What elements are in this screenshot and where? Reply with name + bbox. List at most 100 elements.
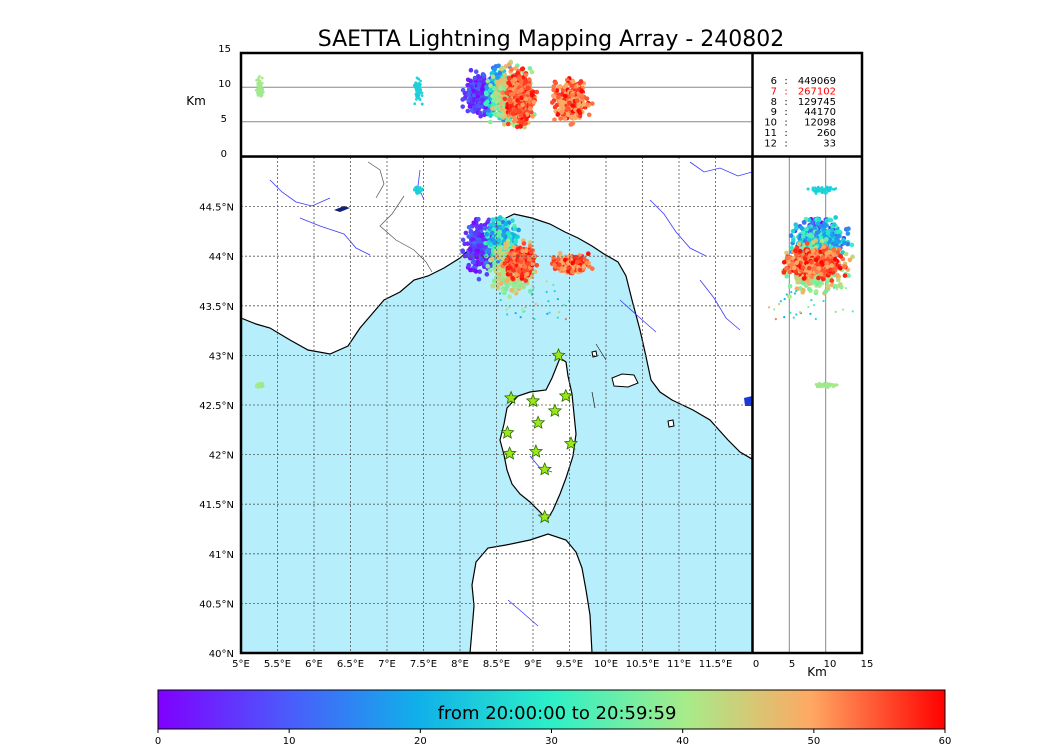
station-count-separator: : <box>784 138 787 149</box>
top-panel-points <box>254 59 595 130</box>
altitude-lat-point <box>797 248 803 254</box>
altitude-lon-point <box>563 93 568 99</box>
lightning-source-point <box>505 238 511 244</box>
lightning-source-point <box>500 224 506 230</box>
altitude-lon-point <box>549 100 555 105</box>
altitude-lon-point <box>500 65 505 71</box>
altitude-lon-point <box>552 117 557 123</box>
altitude-lon-point <box>561 105 566 111</box>
lightning-source-point <box>460 249 465 254</box>
lightning-source-point <box>483 240 488 246</box>
lightning-source-point <box>496 237 501 243</box>
altitude-lat-point <box>850 254 855 260</box>
altitude-lat-point <box>801 219 807 225</box>
lightning-source-point <box>484 231 490 237</box>
station-count-stations: 8 <box>771 97 777 108</box>
altitude-lon-point <box>527 66 533 71</box>
lightning-source-point <box>495 285 501 291</box>
altitude-lat-point <box>781 259 787 265</box>
altitude-lon-point <box>506 75 512 81</box>
lightning-source-point <box>531 270 536 275</box>
altitude-lon-point <box>518 119 523 125</box>
altitude-lon-point <box>258 75 261 78</box>
altitude-lon-point <box>510 111 516 117</box>
altitude-lat-point <box>835 272 840 278</box>
map-y-ticks: 40°N40.5°N41°N41.5°N42°N42.5°N43°N43.5°N… <box>199 203 234 660</box>
lightning-source-point <box>415 192 419 195</box>
lightning-source-point <box>526 260 531 266</box>
altitude-lon-point <box>560 88 566 94</box>
capraia-island <box>591 350 598 358</box>
map-xtick-label: 5°E <box>232 659 250 670</box>
lightning-source-point <box>508 305 511 309</box>
altitude-lon-point <box>555 94 561 100</box>
altitude-lat-point <box>807 237 812 243</box>
lightning-source-point <box>414 187 418 191</box>
altitude-lon-point <box>414 81 418 85</box>
top-ytick-10: 10 <box>218 79 231 90</box>
station-marker-star <box>502 446 517 460</box>
lightning-source-point <box>477 261 483 267</box>
altitude-lon-point <box>260 76 264 80</box>
lightning-source-point <box>547 300 550 303</box>
lightning-source-point <box>486 217 492 223</box>
altitude-lon-point <box>523 79 529 84</box>
altitude-lon-point <box>576 108 581 114</box>
lightning-source-point <box>480 250 485 255</box>
lightning-source-point <box>523 310 526 313</box>
altitude-lon-point <box>484 85 490 90</box>
station-marker-star <box>530 415 546 429</box>
lightning-source-point <box>496 276 502 282</box>
altitude-lon-point <box>508 91 514 97</box>
altitude-lon-point <box>506 80 512 86</box>
altitude-lon-point <box>486 108 492 113</box>
altitude-lat-point <box>794 286 800 291</box>
altitude-lon-point <box>495 106 501 112</box>
altitude-lon-point <box>497 71 503 76</box>
lightning-source-point <box>489 230 495 236</box>
map-x-ticks: 5°E 5.5°E 6°E 6.5°E 7°E 7.5°E 8°E 8.5°E 9°E 9.5°E… <box>232 659 732 670</box>
altitude-lon-point <box>473 89 479 95</box>
lightning-source-point <box>563 257 568 263</box>
lightning-source-point <box>514 311 517 315</box>
lightning-source-point <box>516 227 521 233</box>
map-ytick-label: 44°N <box>209 252 234 263</box>
altitude-lat-point <box>800 234 806 239</box>
altitude-lon-point <box>460 97 465 102</box>
lightning-source-point <box>460 237 466 243</box>
altitude-lon-point <box>415 90 419 94</box>
lightning-source-point <box>506 313 509 316</box>
altitude-lon-point <box>529 69 535 75</box>
station-count-stations: 7 <box>771 86 777 97</box>
altitude-lat-point <box>809 220 815 225</box>
lightning-source-point <box>545 290 548 294</box>
lightning-source-point <box>512 226 518 232</box>
altitude-lat-point <box>838 254 844 259</box>
altitude-lon-point <box>419 88 422 92</box>
altitude-lon-point <box>466 92 472 97</box>
altitude-lat-point <box>810 248 816 254</box>
altitude-lon-point <box>480 86 485 92</box>
lightning-source-point <box>491 217 496 223</box>
station-count-value: 33 <box>823 138 836 149</box>
lightning-source-point <box>487 268 493 273</box>
station-count-stations: 6 <box>771 76 777 87</box>
altitude-lon-point <box>570 103 575 108</box>
lightning-source-point <box>530 293 534 296</box>
altitude-lat-point <box>808 232 813 238</box>
lightning-source-point <box>570 260 575 266</box>
altitude-lat-point <box>839 284 844 290</box>
altitude-lat-point <box>842 240 847 246</box>
map-xtick-label: 10.5°E <box>626 659 660 670</box>
lightning-source-point <box>473 252 479 257</box>
altitude-lon-point <box>501 122 507 127</box>
lightning-source-point <box>462 253 468 259</box>
lightning-source-point <box>260 384 264 388</box>
altitude-lat-point <box>784 250 789 256</box>
lightning-source-point <box>476 276 482 282</box>
lightning-source-point <box>546 312 549 315</box>
altitude-lon-point <box>490 74 496 80</box>
lightning-source-point <box>474 228 480 234</box>
lightning-source-point <box>514 234 520 239</box>
